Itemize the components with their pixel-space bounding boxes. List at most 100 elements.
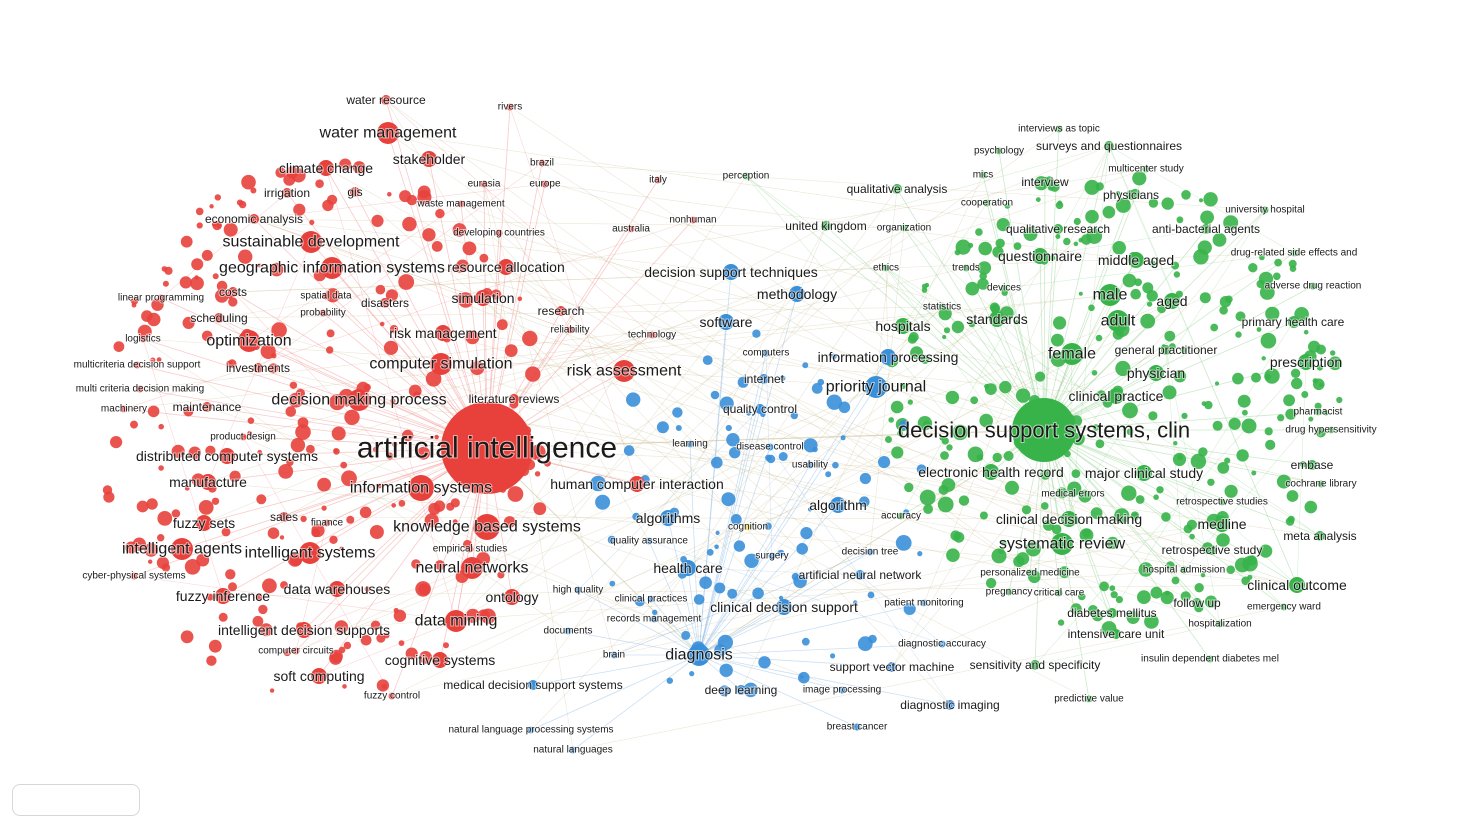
node-fuzzy-sets[interactable] <box>196 515 212 531</box>
node-major-clinical-study[interactable] <box>1136 465 1152 481</box>
node-algorithms[interactable] <box>660 510 676 526</box>
node-clinical-decision-making[interactable] <box>1061 511 1077 527</box>
node-breast-cancer[interactable] <box>853 723 861 731</box>
node-developing-countries[interactable] <box>495 229 503 237</box>
node-embase[interactable] <box>1307 460 1317 470</box>
label-mics[interactable]: mics <box>972 169 995 182</box>
node-patient-monitoring[interactable] <box>920 599 928 607</box>
node-eurasia[interactable] <box>480 180 488 188</box>
label-clinical-practice[interactable]: clinical practice <box>1068 387 1165 405</box>
label-hospitalization[interactable]: hospitalization <box>1187 618 1252 631</box>
label-aged[interactable]: aged <box>1155 292 1188 310</box>
node-neural-networks[interactable] <box>461 557 483 579</box>
label-methodology[interactable]: methodology <box>756 285 838 303</box>
label-decision-tree[interactable]: decision tree <box>841 546 900 559</box>
node-physician[interactable] <box>1148 365 1164 381</box>
label-priority-journal[interactable]: priority journal <box>825 378 927 397</box>
label-systematic-review[interactable]: systematic review <box>998 535 1127 554</box>
label-sales[interactable]: sales <box>269 509 299 525</box>
label-psychology[interactable]: psychology <box>973 145 1025 158</box>
node-decision-making-process[interactable] <box>348 389 370 411</box>
label-rivers[interactable]: rivers <box>497 101 523 114</box>
label-general-practitioner[interactable]: general practitioner <box>1114 342 1219 358</box>
label-investments[interactable]: investments <box>225 360 291 376</box>
node-medical-errors[interactable] <box>1069 490 1077 498</box>
label-logistics[interactable]: logistics <box>124 333 162 346</box>
label-information-systems[interactable]: information systems <box>349 479 493 498</box>
label-learning[interactable]: learning <box>671 438 709 451</box>
label-quality-assurance[interactable]: quality assurance <box>609 535 689 548</box>
label-devices[interactable]: devices <box>986 282 1022 295</box>
node-retrospective-studies[interactable] <box>1218 498 1226 506</box>
node-soft-computing[interactable] <box>311 668 327 684</box>
label-clinical-decision-support[interactable]: clinical decision support <box>709 598 859 616</box>
label-sensitivity-and-specificity[interactable]: sensitivity and specificity <box>969 657 1102 673</box>
node-emergency-ward[interactable] <box>1280 603 1288 611</box>
label-diagnostic-accuracy[interactable]: diagnostic accuracy <box>897 638 987 651</box>
label-data-warehouses[interactable]: data warehouses <box>283 580 392 598</box>
label-human-computer-interaction[interactable]: human computer interaction <box>549 475 725 493</box>
label-probability[interactable]: probability <box>299 307 347 320</box>
node-anti-bacterial-agents[interactable] <box>1201 224 1211 234</box>
label-optimization[interactable]: optimization <box>205 332 292 351</box>
label-support-vector-machine[interactable]: support vector machine <box>829 659 956 675</box>
node-statistics[interactable] <box>938 303 946 311</box>
node-reliability[interactable] <box>566 326 574 334</box>
node-investments[interactable] <box>253 363 263 373</box>
node-risk-assessment[interactable] <box>613 360 635 382</box>
node-female[interactable] <box>1061 343 1083 365</box>
label-pregnancy[interactable]: pregnancy <box>985 586 1034 599</box>
label-electronic-health-record[interactable]: electronic health record <box>917 463 1065 481</box>
label-developing-countries[interactable]: developing countries <box>452 227 546 240</box>
label-fuzzy-inference[interactable]: fuzzy inference <box>175 587 271 605</box>
node-literature-reviews[interactable] <box>509 394 519 404</box>
label-intensive-care-unit[interactable]: intensive care unit <box>1067 626 1166 642</box>
label-clinical-practices[interactable]: clinical practices <box>614 593 689 606</box>
node-simulation[interactable] <box>475 290 491 306</box>
node-support-vector-machine[interactable] <box>887 662 897 672</box>
node-follow-up[interactable] <box>1192 598 1202 608</box>
node-documents[interactable] <box>564 627 572 635</box>
label-surveys-and-questionnaires[interactable]: surveys and questionnaires <box>1035 138 1183 154</box>
label-linear-programming[interactable]: linear programming <box>117 292 205 305</box>
node-fuzzy-inference[interactable] <box>215 588 231 604</box>
label-disease-control[interactable]: disease control <box>735 441 804 454</box>
label-research[interactable]: research <box>537 303 586 319</box>
node-europe[interactable] <box>541 180 549 188</box>
label-meta-analysis[interactable]: meta analysis <box>1282 528 1357 544</box>
node-natural-languages[interactable] <box>569 746 577 754</box>
node-sensitivity-and-specificity[interactable] <box>1030 660 1040 670</box>
node-climate-change[interactable] <box>318 160 334 176</box>
label-economic-analysis[interactable]: economic analysis <box>204 211 304 227</box>
node-drug-related-side-effects-and[interactable] <box>1290 249 1298 257</box>
node-diabetes-mellitus[interactable] <box>1107 608 1117 618</box>
node-drug-hypersensitivity[interactable] <box>1327 426 1335 434</box>
node-adult[interactable] <box>1107 310 1129 332</box>
node-computer-simulation[interactable] <box>430 353 452 375</box>
node-personalized-medicine[interactable] <box>1026 569 1034 577</box>
label-university-hospital[interactable]: university hospital <box>1224 204 1305 217</box>
node-adverse-drug-reaction[interactable] <box>1309 282 1317 290</box>
label-medical-decision-support-systems[interactable]: medical decision support systems <box>442 677 623 693</box>
label-adult[interactable]: adult <box>1100 312 1137 331</box>
label-drug-hypersensitivity[interactable]: drug hypersensitivity <box>1284 424 1377 437</box>
node-resource-allocation[interactable] <box>498 259 514 275</box>
node-physicians[interactable] <box>1126 190 1136 200</box>
node-distributed-computer-systems[interactable] <box>219 448 235 464</box>
node-natural-language-processing-systems[interactable] <box>527 726 535 734</box>
node-insulin-dependent-diabetes-mel[interactable] <box>1206 655 1214 663</box>
label-scheduling[interactable]: scheduling <box>189 310 248 326</box>
node-intelligent-decision-supports[interactable] <box>296 622 312 638</box>
node-cooperation[interactable] <box>983 199 991 207</box>
node-surveys-and-questionnaires[interactable] <box>1104 141 1114 151</box>
node-aged[interactable] <box>1164 293 1180 309</box>
label-retrospective-studies[interactable]: retrospective studies <box>1175 496 1269 509</box>
node-software[interactable] <box>718 314 734 330</box>
label-eurasia[interactable]: eurasia <box>467 178 502 191</box>
node-sales[interactable] <box>279 512 289 522</box>
label-united-kingdom[interactable]: united kingdom <box>784 218 867 234</box>
label-geographic-information-systems[interactable]: geographic information systems <box>218 259 446 278</box>
node-pregnancy[interactable] <box>1005 588 1013 596</box>
label-perception[interactable]: perception <box>722 170 771 183</box>
label-image-processing[interactable]: image processing <box>802 684 882 697</box>
